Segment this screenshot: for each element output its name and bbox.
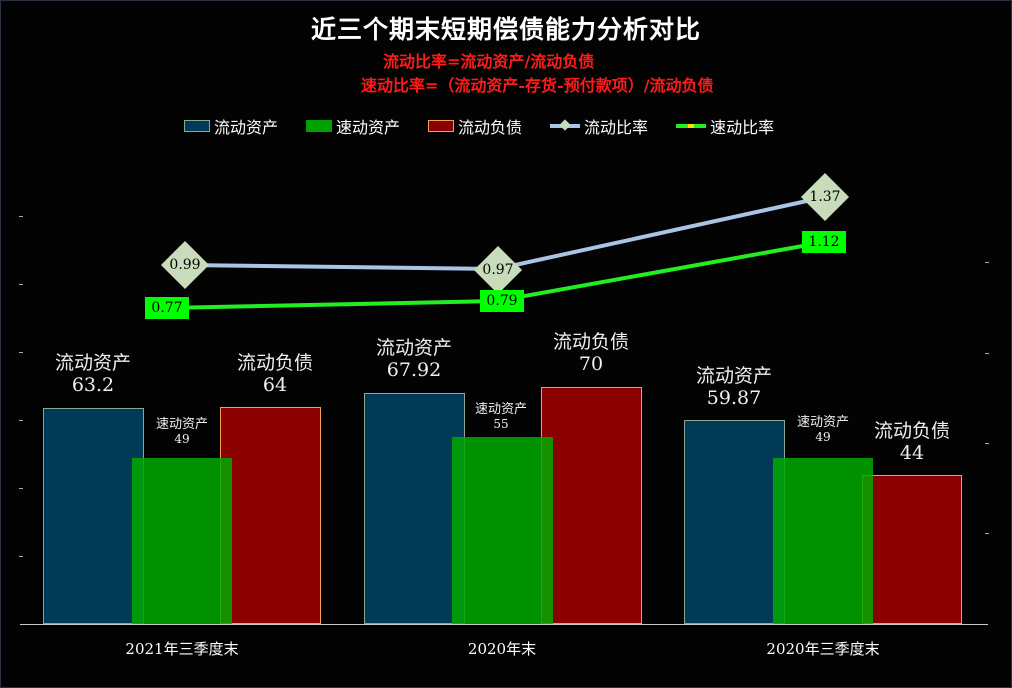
label-quick-assets-2020q3: 速动资产 49	[796, 415, 849, 444]
legend-item-current-assets[interactable]: 流动资产	[184, 114, 278, 138]
line-swatch-icon	[676, 124, 707, 128]
formula-current-ratio: 流动比率=流动资产/流动负债	[383, 52, 595, 71]
current-ratio-marker-2020q3[interactable]: 1.37	[800, 172, 850, 222]
quick-ratio-marker-2020[interactable]: 0.79	[480, 290, 524, 312]
legend-label: 流动负债	[458, 118, 523, 137]
legend-item-current-liabilities[interactable]: 流动负债	[428, 114, 522, 138]
bar-current-assets-2020q3[interactable]	[684, 420, 785, 624]
bar-current-assets-2021q3[interactable]	[43, 408, 144, 624]
quick-ratio-marker-2021q3[interactable]: 0.77	[145, 297, 189, 319]
bar-quick-assets-2020[interactable]	[452, 437, 553, 624]
left-axis-tick	[19, 556, 23, 557]
formula-quick-ratio: 速动比率=（流动资产-存货-预付款项）/流动负债	[361, 76, 714, 95]
label-current-liabilities-2020q3: 流动负债 44	[873, 420, 950, 464]
square-marker-icon	[688, 124, 695, 128]
label-current-liabilities-2020: 流动负债 70	[552, 331, 629, 375]
left-axis-tick	[19, 284, 23, 285]
label-current-liabilities-2021q3: 流动负债 64	[236, 352, 313, 396]
legend-item-current-ratio[interactable]: 流动比率	[550, 114, 648, 138]
line-swatch-icon	[550, 119, 581, 131]
left-axis-tick	[19, 420, 23, 421]
bar-quick-assets-2021q3[interactable]	[132, 458, 232, 624]
legend-label: 流动比率	[584, 118, 649, 137]
x-label-2020q3: 2020年三季度末	[766, 640, 880, 658]
swatch-icon	[306, 120, 333, 132]
x-axis-line	[20, 624, 988, 625]
right-axis-tick	[985, 443, 989, 444]
left-axis-tick	[19, 216, 23, 217]
quick-ratio-marker-2020q3[interactable]: 1.12	[802, 231, 846, 253]
right-axis-tick	[985, 262, 989, 263]
x-label-2021q3: 2021年三季度末	[125, 640, 239, 658]
current-ratio-marker-2020[interactable]: 0.97	[473, 245, 523, 295]
label-current-assets-2020: 流动资产 67.92	[375, 337, 452, 381]
right-axis-tick	[985, 533, 989, 534]
bar-current-liabilities-2021q3[interactable]	[220, 407, 321, 624]
label-current-assets-2021q3: 流动资产 63.2	[54, 352, 131, 396]
legend-label: 速动比率	[710, 118, 775, 137]
x-label-2020: 2020年末	[467, 640, 537, 658]
right-axis-tick	[985, 353, 989, 354]
label-current-assets-2020q3: 流动资产 59.87	[695, 365, 772, 409]
swatch-icon	[428, 120, 455, 132]
swatch-icon	[184, 120, 210, 132]
label-quick-assets-2021q3: 速动资产 49	[155, 417, 208, 446]
legend-item-quick-ratio[interactable]: 速动比率	[676, 114, 774, 138]
legend: 流动资产 速动资产 流动负债 流动比率 速动比率	[184, 114, 802, 138]
current-ratio-marker-2021q3[interactable]: 0.99	[160, 240, 210, 290]
bar-quick-assets-2020q3[interactable]	[773, 458, 873, 624]
chart-title: 近三个期末短期偿债能力分析对比	[310, 15, 701, 44]
legend-label: 速动资产	[336, 118, 401, 137]
left-axis-tick	[19, 352, 23, 353]
bar-current-liabilities-2020[interactable]	[541, 387, 642, 624]
label-quick-assets-2020: 速动资产 55	[474, 402, 527, 431]
legend-label: 流动资产	[214, 118, 279, 137]
left-axis-tick	[19, 488, 23, 489]
bar-current-liabilities-2020q3[interactable]	[862, 475, 962, 624]
legend-item-quick-assets[interactable]: 速动资产	[306, 114, 400, 138]
